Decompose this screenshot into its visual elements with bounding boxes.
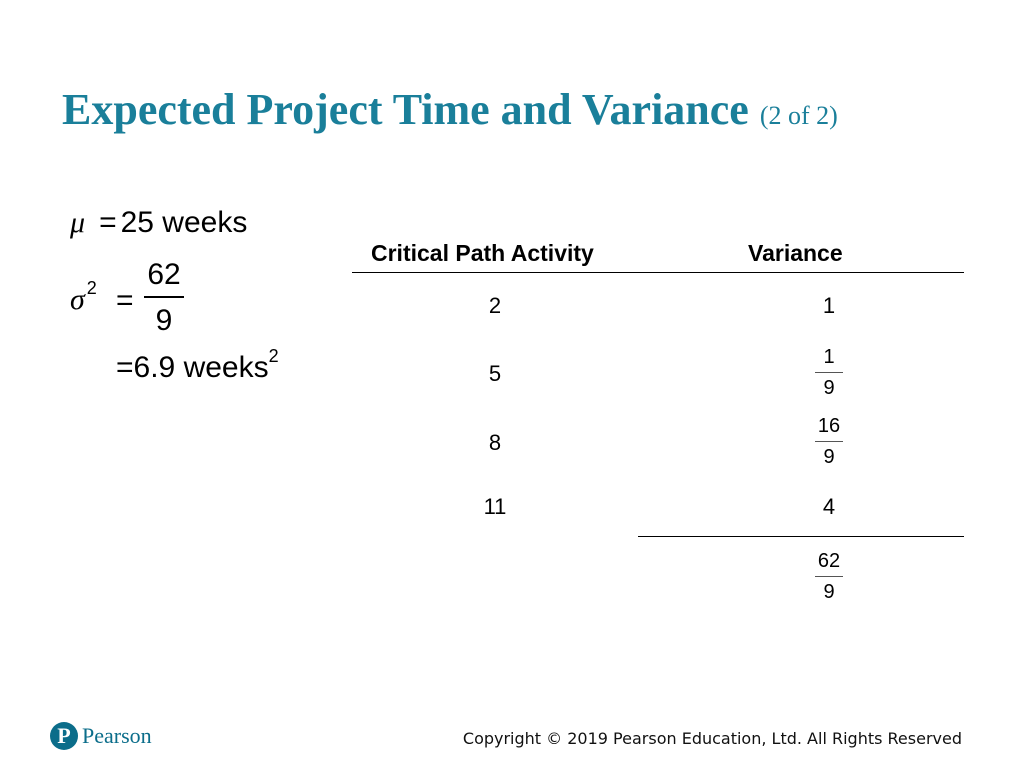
variance-cell: 1 xyxy=(822,293,836,318)
fraction-denominator: 9 xyxy=(823,446,835,468)
fraction-numerator: 16 xyxy=(815,415,843,442)
table-total-rule xyxy=(638,536,964,537)
header-variance: Variance xyxy=(748,240,843,266)
variance-fraction: 1 9 xyxy=(815,346,843,400)
slide-title-main: Expected Project Time and Variance xyxy=(62,85,749,134)
variance-total-fraction: 62 9 xyxy=(815,550,843,604)
fraction-denominator: 9 xyxy=(823,377,835,399)
fraction-numerator: 62 xyxy=(815,550,843,577)
slide-title-sub: (2 of 2) xyxy=(759,101,838,130)
fraction-numerator: 62 xyxy=(144,258,184,298)
variance-fraction: 62 9 xyxy=(144,258,184,338)
slide-title: Expected Project Time and Variance (2 of… xyxy=(62,84,838,135)
approx-exponent: 2 xyxy=(268,346,279,366)
mean-formula: μ = 25 weeks xyxy=(70,206,247,240)
pearson-p-icon: P xyxy=(50,722,78,750)
table-header-rule xyxy=(352,272,964,273)
activity-cell: 11 xyxy=(483,494,507,519)
equals-sign: = xyxy=(99,206,117,239)
fraction-numerator: 1 xyxy=(815,346,843,373)
mean-value: 25 weeks xyxy=(120,206,248,239)
pearson-logo: P Pearson xyxy=(50,722,200,756)
mu-symbol: μ xyxy=(70,206,86,239)
variance-cell: 4 xyxy=(822,494,836,519)
fraction-denominator: 9 xyxy=(823,581,835,603)
copyright-notice: Copyright © 2019 Pearson Education, Ltd.… xyxy=(462,729,962,748)
pearson-logo-text: Pearson xyxy=(82,723,152,748)
variance-fraction: 16 9 xyxy=(815,415,843,469)
activity-cell: 8 xyxy=(488,430,502,455)
variance-approx: =6.9 weeks2 xyxy=(116,346,279,385)
approx-value: 6.9 weeks xyxy=(133,351,269,384)
sigma-symbol: σ xyxy=(70,283,85,316)
sigma-exponent: 2 xyxy=(86,278,97,298)
header-critical-path-activity: Critical Path Activity xyxy=(371,240,594,266)
fraction-denominator: 9 xyxy=(155,304,173,337)
equals-sign: = xyxy=(116,284,134,317)
equals-sign: = xyxy=(116,351,134,384)
activity-cell: 5 xyxy=(488,361,502,386)
activity-cell: 2 xyxy=(488,293,502,318)
